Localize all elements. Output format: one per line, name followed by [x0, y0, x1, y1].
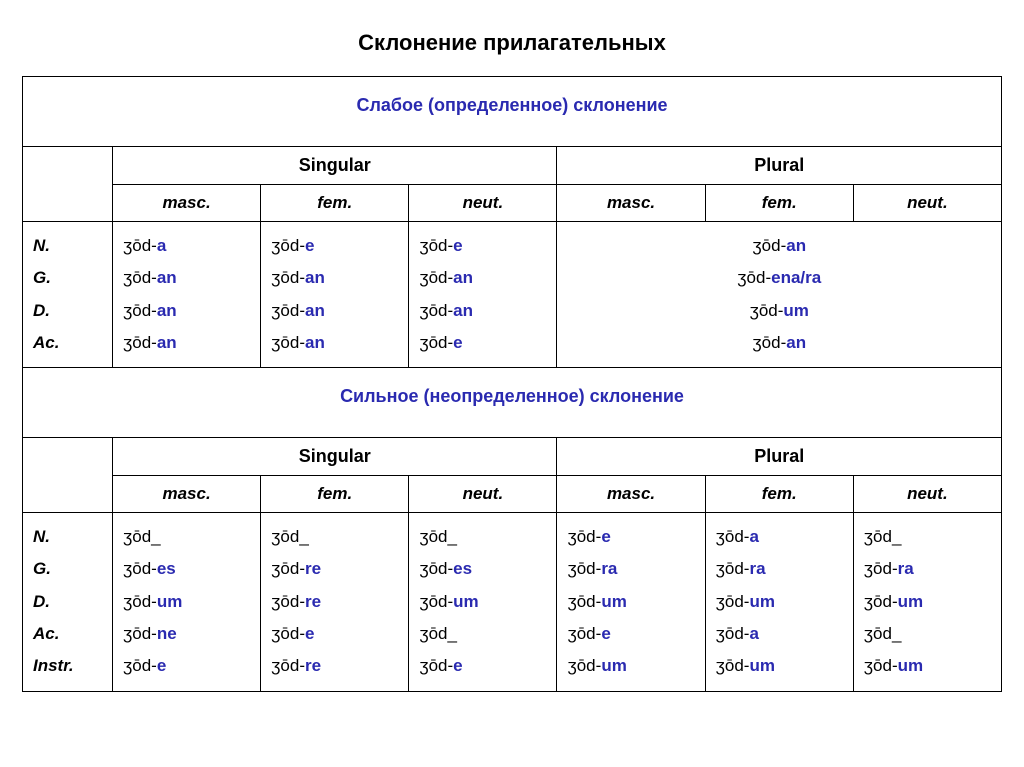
declension-table: Слабое (определенное) склонение Singular…: [22, 76, 1002, 692]
strong-sg-neut-forms: ʒōd_ʒōd-esʒōd-umʒōd_ʒōd-e: [409, 513, 557, 691]
weak-pl-masc: masc.: [557, 185, 705, 222]
page-title: Склонение прилагательных: [22, 30, 1002, 56]
strong-pl-fem: fem.: [705, 476, 853, 513]
weak-pl-forms: ʒōd-anʒōd-ena/raʒōd-umʒōd-an: [557, 222, 1002, 368]
strong-pl-masc-forms: ʒōd-eʒōd-raʒōd-umʒōd-eʒōd-um: [557, 513, 705, 691]
strong-sg-neut: neut.: [409, 476, 557, 513]
blank-cell-2: [23, 438, 113, 513]
weak-sg-neut-forms: ʒōd-eʒōd-anʒōd-anʒōd-e: [409, 222, 557, 368]
strong-sg-label: Singular: [113, 438, 557, 476]
weak-sg-fem: fem.: [261, 185, 409, 222]
weak-pl-label: Plural: [557, 147, 1002, 185]
weak-sg-masc-forms: ʒōd-aʒōd-anʒōd-anʒōd-an: [113, 222, 261, 368]
blank-cell: [23, 147, 113, 222]
weak-sg-masc: masc.: [113, 185, 261, 222]
weak-pl-fem: fem.: [705, 185, 853, 222]
weak-sg-neut: neut.: [409, 185, 557, 222]
strong-pl-neut: neut.: [853, 476, 1001, 513]
weak-sg-fem-forms: ʒōd-eʒōd-anʒōd-anʒōd-an: [261, 222, 409, 368]
strong-sg-fem: fem.: [261, 476, 409, 513]
strong-pl-neut-forms: ʒōd_ʒōd-raʒōd-umʒōd_ʒōd-um: [853, 513, 1001, 691]
weak-sg-label: Singular: [113, 147, 557, 185]
strong-sg-masc: masc.: [113, 476, 261, 513]
strong-sg-fem-forms: ʒōd_ʒōd-reʒōd-reʒōd-eʒōd-re: [261, 513, 409, 691]
weak-header: Слабое (определенное) склонение: [23, 77, 1002, 147]
strong-case-labels: N.G.D.Ac.Instr.: [23, 513, 113, 691]
strong-sg-masc-forms: ʒōd_ʒōd-esʒōd-umʒōd-neʒōd-e: [113, 513, 261, 691]
strong-pl-fem-forms: ʒōd-aʒōd-raʒōd-umʒōd-aʒōd-um: [705, 513, 853, 691]
strong-pl-masc: masc.: [557, 476, 705, 513]
strong-pl-label: Plural: [557, 438, 1002, 476]
weak-pl-neut: neut.: [853, 185, 1001, 222]
weak-case-labels: N.G.D.Ac.: [23, 222, 113, 368]
strong-header: Сильное (неопределенное) склонение: [23, 368, 1002, 438]
